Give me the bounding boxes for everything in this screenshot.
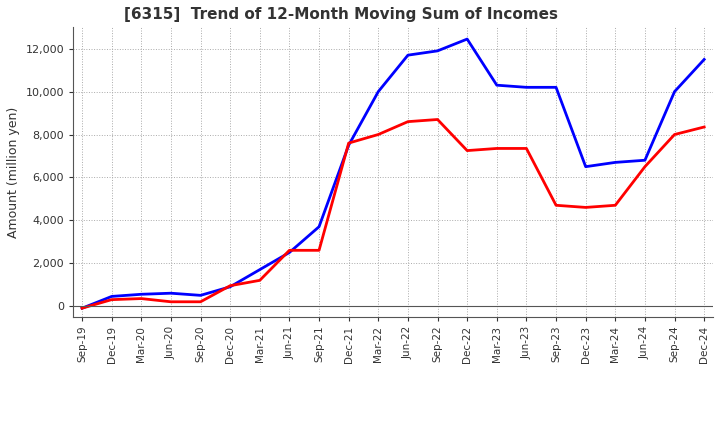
Ordinary Income <box>611 160 620 165</box>
Ordinary Income <box>522 84 531 90</box>
Ordinary Income <box>78 306 86 311</box>
Net Income <box>492 146 501 151</box>
Net Income <box>285 248 294 253</box>
Ordinary Income <box>107 294 116 299</box>
Ordinary Income <box>197 293 205 298</box>
Ordinary Income <box>552 84 560 90</box>
Ordinary Income <box>463 37 472 42</box>
Ordinary Income <box>285 250 294 255</box>
Net Income <box>137 296 145 301</box>
Net Income <box>700 125 708 130</box>
Ordinary Income <box>433 48 442 54</box>
Net Income <box>107 297 116 302</box>
Ordinary Income <box>700 57 708 62</box>
Net Income <box>670 132 679 137</box>
Ordinary Income <box>166 290 175 296</box>
Net Income <box>433 117 442 122</box>
Net Income <box>552 203 560 208</box>
Ordinary Income <box>404 52 413 58</box>
Net Income <box>611 203 620 208</box>
Net Income <box>197 299 205 304</box>
Ordinary Income <box>641 158 649 163</box>
Ordinary Income <box>344 143 353 148</box>
Net Income <box>344 140 353 146</box>
Ordinary Income <box>137 292 145 297</box>
Ordinary Income <box>670 89 679 94</box>
Ordinary Income <box>374 89 382 94</box>
Ordinary Income <box>492 83 501 88</box>
Net Income <box>166 299 175 304</box>
Net Income <box>315 248 323 253</box>
Net Income <box>463 148 472 153</box>
Net Income <box>522 146 531 151</box>
Net Income <box>404 119 413 124</box>
Net Income <box>78 306 86 311</box>
Net Income <box>581 205 590 210</box>
Ordinary Income <box>581 164 590 169</box>
Net Income <box>226 283 235 288</box>
Ordinary Income <box>226 284 235 290</box>
Line: Net Income: Net Income <box>82 120 704 308</box>
Y-axis label: Amount (million yen): Amount (million yen) <box>7 106 20 238</box>
Legend: Ordinary Income, Net Income: Ordinary Income, Net Income <box>246 438 540 440</box>
Net Income <box>641 164 649 169</box>
Text: [6315]  Trend of 12-Month Moving Sum of Incomes: [6315] Trend of 12-Month Moving Sum of I… <box>125 7 558 22</box>
Ordinary Income <box>256 267 264 272</box>
Net Income <box>374 132 382 137</box>
Line: Ordinary Income: Ordinary Income <box>82 39 704 308</box>
Net Income <box>256 278 264 283</box>
Ordinary Income <box>315 224 323 229</box>
